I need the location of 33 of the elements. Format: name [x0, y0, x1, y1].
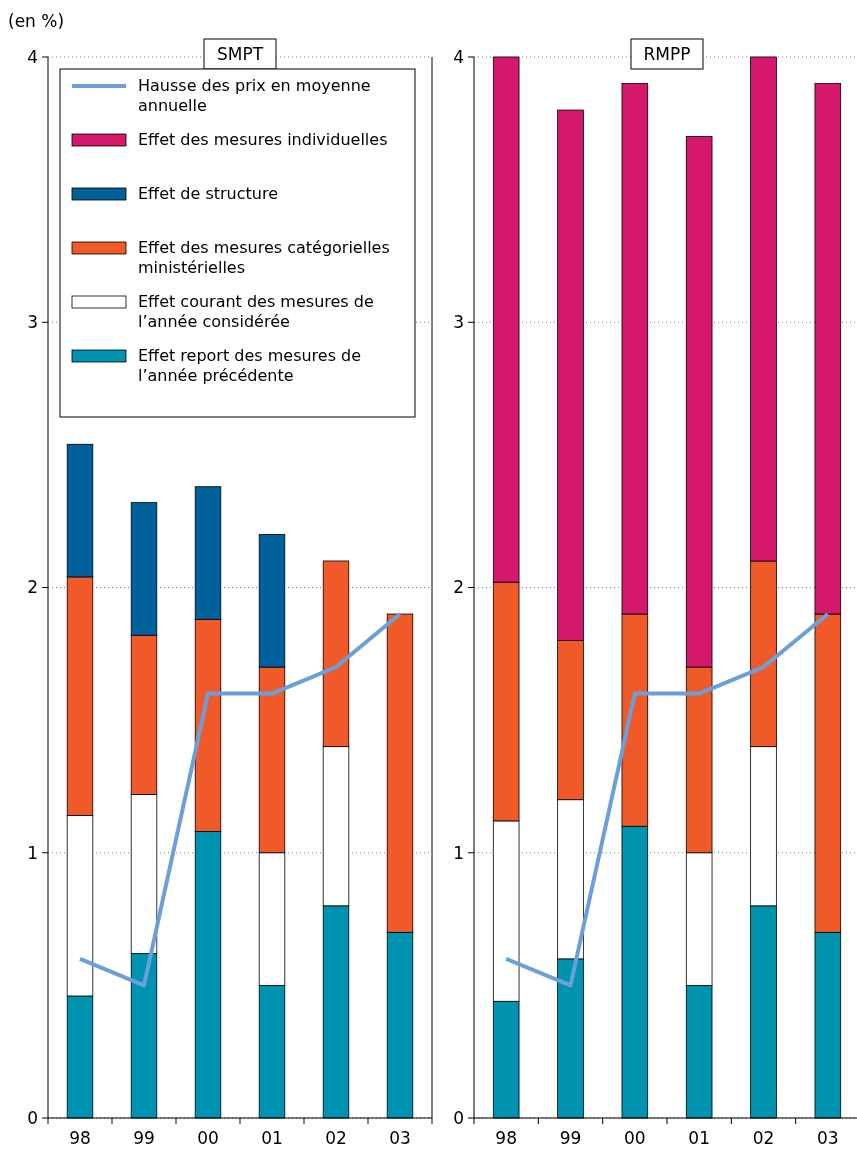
y-tick-label: 1	[27, 842, 38, 863]
chart-title: RMPP	[643, 44, 691, 64]
y-tick-label: 4	[27, 46, 38, 67]
legend-label: Hausse des prix en moyenne annuelle	[138, 76, 371, 115]
y-tick-label: 2	[453, 577, 464, 598]
x-tick-label: 98	[495, 1128, 517, 1148]
x-tick-label: 99	[133, 1128, 155, 1148]
x-tick-label: 00	[624, 1128, 646, 1148]
chart-title: SMPT	[216, 44, 264, 64]
x-tick-label: 02	[325, 1128, 347, 1148]
x-tick-label: 01	[688, 1128, 710, 1148]
x-tick-label: 98	[69, 1128, 91, 1148]
x-tick-label: 01	[261, 1128, 283, 1148]
x-tick-label: 00	[197, 1128, 219, 1148]
y-tick-label: 0	[27, 1107, 38, 1128]
x-tick-label: 02	[752, 1128, 775, 1148]
legend-label: Effet courant des mesures de l’année considérée	[138, 292, 374, 331]
legend-label: Effet des mesures catégorielles ministérielles	[138, 238, 390, 277]
legend-label: Effet report des mesures de l’année précédente	[138, 346, 362, 385]
y-tick-label: 3	[27, 312, 38, 333]
line-series	[78, 612, 402, 988]
line-series	[504, 612, 830, 988]
y-tick-label: 0	[453, 1107, 464, 1128]
x-tick-label: 03	[817, 1128, 839, 1148]
x-tick-label: 99	[559, 1128, 582, 1148]
x-tick-label: 03	[389, 1128, 411, 1148]
y-tick-label: 2	[27, 577, 38, 598]
y-tick-label: 1	[453, 842, 464, 863]
y-tick-label: 3	[453, 312, 464, 333]
y-axis-title: (en %)	[8, 11, 65, 31]
legend-label: Effet des mesures individuelles	[138, 130, 388, 149]
legend-label: Effet de structure	[138, 184, 279, 203]
y-tick-label: 4	[453, 46, 464, 67]
